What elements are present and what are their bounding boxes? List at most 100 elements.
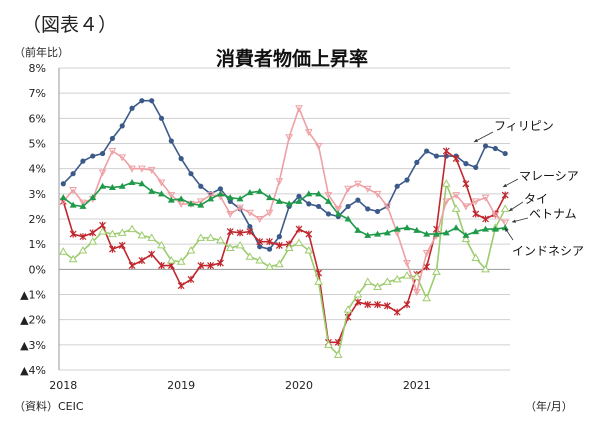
series-line	[62, 105, 506, 295]
data-point	[412, 288, 421, 297]
data-point	[147, 166, 156, 174]
data-point	[354, 226, 362, 233]
data-point	[355, 197, 361, 203]
data-point	[128, 262, 136, 270]
data-point	[79, 202, 87, 209]
data-point	[89, 229, 97, 237]
data-point	[225, 243, 235, 251]
data-point	[266, 246, 273, 252]
data-point	[265, 262, 274, 270]
data-point	[177, 282, 185, 290]
data-point	[69, 201, 77, 208]
y-tick-label: 3%	[29, 188, 46, 201]
data-point	[167, 196, 175, 203]
arrowhead-icon	[503, 183, 507, 187]
data-point	[89, 194, 97, 201]
data-point	[424, 148, 430, 154]
data-point	[119, 123, 125, 129]
data-point	[206, 192, 215, 200]
data-point	[198, 183, 204, 189]
data-point	[324, 192, 333, 200]
data-point	[363, 277, 373, 285]
data-point	[452, 155, 460, 163]
data-point	[324, 340, 333, 348]
data-point	[374, 230, 382, 237]
data-point	[207, 195, 215, 202]
data-point	[471, 253, 481, 262]
data-point	[157, 179, 166, 187]
data-point	[70, 171, 76, 177]
data-point	[402, 271, 412, 279]
data-point	[98, 169, 107, 177]
data-point	[296, 193, 302, 199]
data-point	[158, 190, 165, 197]
data-point	[452, 224, 460, 231]
data-point	[166, 256, 176, 264]
data-point	[432, 230, 440, 237]
data-point	[482, 143, 489, 149]
data-point	[79, 199, 87, 207]
data-point	[188, 171, 194, 177]
arrowhead-icon	[505, 228, 509, 232]
x-tick-label: 2018	[49, 379, 77, 392]
data-point	[186, 245, 196, 254]
data-point	[423, 230, 431, 237]
data-point	[117, 228, 127, 236]
data-point	[463, 161, 469, 167]
data-point	[433, 153, 440, 159]
data-point	[501, 219, 510, 227]
y-tick-label: 8%	[29, 62, 46, 75]
series-label-philippines: フィリピン	[494, 119, 554, 133]
series-line	[62, 183, 506, 357]
y-tick-label: ▲3%	[20, 339, 46, 352]
data-point	[108, 184, 116, 191]
data-point	[422, 293, 432, 302]
data-point	[68, 254, 78, 263]
data-point	[246, 228, 254, 236]
data-point	[364, 231, 372, 238]
data-point	[502, 150, 508, 157]
data-point	[178, 156, 184, 162]
data-point	[501, 191, 509, 199]
y-tick-label: 7%	[29, 87, 46, 100]
data-point	[118, 241, 126, 249]
data-point	[197, 262, 205, 270]
series-line	[62, 181, 506, 237]
data-point	[333, 350, 343, 358]
data-point	[314, 277, 323, 285]
data-point	[304, 129, 313, 137]
data-point	[274, 259, 284, 268]
data-point	[471, 198, 480, 206]
data-point	[118, 154, 127, 162]
data-point	[462, 180, 470, 188]
x-tick-label: 2020	[285, 379, 313, 392]
data-point	[217, 186, 224, 192]
data-point	[491, 212, 500, 220]
source-note: （資料）CEIC	[14, 400, 84, 413]
data-point	[98, 227, 107, 235]
data-point	[482, 215, 489, 223]
data-point	[314, 143, 323, 151]
data-point	[403, 260, 411, 268]
data-point	[109, 135, 115, 142]
data-point	[383, 203, 392, 211]
data-point	[432, 267, 441, 275]
data-point	[275, 241, 283, 249]
chart-title: 消費者物価上昇率	[216, 48, 369, 70]
arrowhead-icon	[512, 219, 516, 223]
data-point	[216, 235, 225, 244]
y-tick-label: 0%	[29, 263, 46, 276]
data-point	[245, 252, 255, 260]
data-point	[441, 179, 451, 187]
data-point	[128, 165, 136, 173]
data-point	[158, 262, 165, 270]
data-point	[247, 223, 253, 230]
data-point	[149, 98, 155, 104]
data-point	[343, 305, 353, 313]
data-point	[500, 204, 510, 212]
data-point	[306, 201, 312, 207]
data-point	[284, 243, 294, 251]
data-point	[403, 224, 411, 231]
data-point	[344, 185, 352, 193]
series-label-indonesia: インドネシア	[512, 244, 585, 258]
